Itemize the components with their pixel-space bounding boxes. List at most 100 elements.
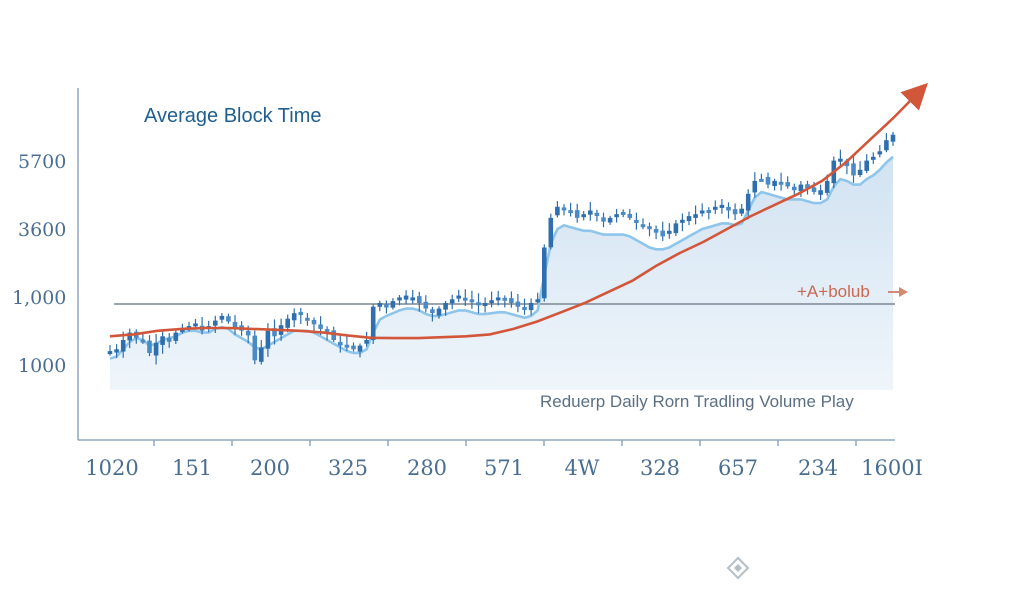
- x-tick-label: 234: [798, 456, 838, 480]
- chart-annotation: Reduerp Daily Rorn Tradling Volume Play: [540, 392, 854, 411]
- candle-body: [338, 341, 343, 346]
- candle-body: [364, 340, 369, 344]
- candle-body: [627, 213, 633, 218]
- candle-body: [403, 295, 409, 300]
- x-tick-label: 1020: [85, 456, 138, 480]
- candle-body: [107, 351, 113, 355]
- candle-body: [607, 217, 613, 223]
- candle-body: [509, 298, 514, 303]
- candle-body: [792, 186, 797, 191]
- candle-body: [686, 216, 692, 221]
- candle-body: [680, 219, 685, 223]
- candle-body: [851, 163, 856, 176]
- candle-body: [449, 299, 455, 304]
- candle-body: [495, 297, 501, 301]
- candle-body: [318, 324, 323, 329]
- candle-body: [370, 306, 376, 340]
- candle-body: [384, 304, 389, 308]
- candle-body: [291, 313, 297, 321]
- candle-body: [561, 207, 567, 211]
- candle-body: [265, 330, 271, 349]
- x-tick-label: 4W: [565, 456, 600, 480]
- candle-body: [588, 210, 593, 215]
- series-area: [110, 156, 893, 390]
- candle-body: [417, 296, 422, 303]
- candle-body: [377, 303, 383, 307]
- candle-body: [213, 320, 218, 326]
- y-tick-label: 3600: [18, 219, 66, 241]
- x-tick-label: 328: [640, 456, 680, 480]
- candle-body: [298, 311, 304, 316]
- candle-body: [120, 340, 126, 352]
- candle-body: [482, 303, 488, 306]
- candle-body: [436, 308, 442, 316]
- candle-body: [634, 220, 639, 223]
- candle-body: [489, 300, 494, 304]
- candle-body: [673, 223, 679, 234]
- candle-body: [390, 301, 396, 308]
- candle-body: [699, 210, 705, 214]
- candle-body: [838, 158, 843, 162]
- chart-title: Average Block Time: [144, 105, 322, 127]
- series-trend-line: [109, 82, 928, 340]
- candle-body: [732, 209, 738, 215]
- x-tick-label: 571: [484, 456, 524, 480]
- candle-body: [344, 344, 350, 348]
- candle-body: [752, 180, 758, 193]
- candle-body: [706, 210, 712, 213]
- series-smoothed-line: [109, 155, 894, 360]
- candle-body: [713, 206, 718, 210]
- y-tick-label: 1,000: [12, 287, 66, 309]
- candle-body: [785, 182, 790, 187]
- candle-body: [745, 193, 751, 211]
- candle-body: [640, 224, 646, 228]
- candle-body: [219, 315, 225, 320]
- y-tick-label: 5700: [18, 151, 66, 173]
- x-tick-label: 1600I: [861, 456, 923, 480]
- candle-body: [160, 336, 165, 345]
- candle-body: [542, 247, 547, 299]
- candle-body: [147, 340, 152, 353]
- candle-body: [324, 329, 330, 333]
- candle-body: [476, 302, 481, 306]
- candle-body: [463, 297, 468, 301]
- candle-body: [232, 322, 238, 328]
- candle-body: [226, 316, 231, 322]
- candle-body: [660, 230, 665, 237]
- candle-body: [351, 345, 356, 350]
- candle-body: [884, 140, 889, 151]
- candle-body: [719, 204, 725, 208]
- candle-body: [759, 178, 764, 182]
- candle-body: [430, 309, 435, 314]
- candle-body: [778, 181, 784, 185]
- candle-body: [153, 342, 159, 356]
- candle-body: [469, 299, 475, 303]
- candle-body: [535, 299, 540, 303]
- candle-body: [765, 176, 771, 185]
- candle-body: [798, 184, 804, 192]
- x-tick-label: 325: [328, 456, 368, 480]
- candle-body: [581, 214, 586, 218]
- candle-body: [805, 184, 810, 189]
- candle-body: [647, 226, 652, 230]
- candle-body: [620, 212, 626, 215]
- watermark-logo-icon: [726, 556, 750, 580]
- candle-body: [252, 335, 258, 361]
- y-tick-label: 1000: [18, 355, 66, 377]
- candle-body: [818, 190, 823, 195]
- series-candlesticks: [107, 131, 896, 365]
- candle-body: [653, 229, 659, 233]
- candle-body: [726, 207, 731, 211]
- candle-body: [357, 345, 363, 352]
- candle-body: [114, 349, 119, 353]
- candle-body: [166, 338, 172, 342]
- candle-body: [844, 160, 850, 167]
- x-tick-label: 657: [718, 456, 758, 480]
- candle-body: [127, 332, 132, 341]
- candle-body: [285, 318, 290, 328]
- candle-body: [614, 214, 619, 218]
- candle-body: [245, 330, 251, 336]
- candle-body: [443, 303, 448, 310]
- candle-body: [272, 328, 277, 337]
